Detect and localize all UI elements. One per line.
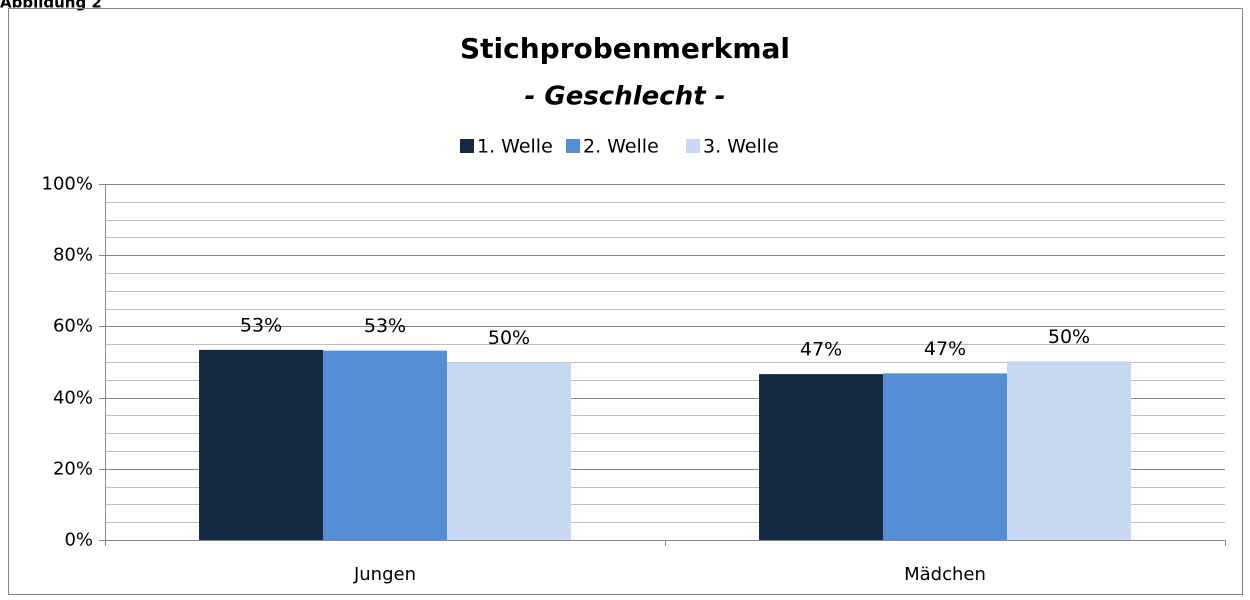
value-label: 47% xyxy=(924,338,966,360)
bar xyxy=(323,350,447,540)
legend-swatch xyxy=(566,139,580,153)
y-tick-label: 20% xyxy=(53,459,93,480)
bar xyxy=(759,374,884,540)
caption: Abbildung 2 xyxy=(0,0,102,12)
chart-title: Stichprobenmerkmal xyxy=(460,32,790,65)
legend-label: 2. Welle xyxy=(583,136,659,158)
y-tick-label: 80% xyxy=(53,245,93,266)
value-label: 47% xyxy=(800,339,842,361)
legend-swatch xyxy=(686,139,700,153)
value-label: 50% xyxy=(1048,326,1090,348)
value-label: 50% xyxy=(488,327,530,349)
y-tick-label: 100% xyxy=(42,174,93,195)
bar xyxy=(1006,361,1131,540)
chart-subtitle: - Geschlecht - xyxy=(525,82,726,112)
value-label: 53% xyxy=(364,315,406,337)
x-tick-label: Mädchen xyxy=(904,564,986,585)
y-tick-label: 0% xyxy=(64,530,93,551)
y-tick-label: 60% xyxy=(53,316,93,337)
bar xyxy=(446,362,571,540)
x-tick-label: Jungen xyxy=(353,564,416,585)
chart-border xyxy=(8,8,1243,595)
legend-label: 1. Welle xyxy=(477,136,553,158)
bar xyxy=(199,349,324,540)
value-label: 53% xyxy=(240,314,282,336)
legend-label: 3. Welle xyxy=(703,136,779,158)
legend-swatch xyxy=(460,139,474,153)
y-tick-label: 40% xyxy=(53,388,93,409)
bar xyxy=(883,373,1007,540)
